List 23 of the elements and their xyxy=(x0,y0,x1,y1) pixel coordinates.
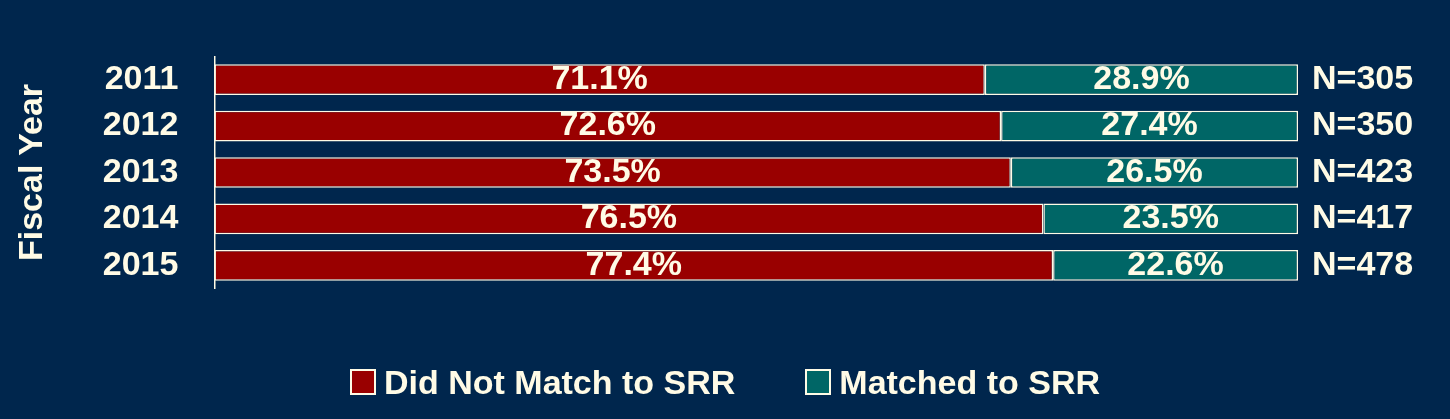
data-label: 26.5% xyxy=(1106,150,1203,189)
y-tick-label: 2014 xyxy=(102,197,179,236)
data-label: 72.6% xyxy=(559,104,656,143)
y-axis-title: Fiscal Year xyxy=(10,83,49,262)
text: N=417 xyxy=(1312,197,1414,236)
y-tick-label: 2012 xyxy=(102,104,179,143)
data-label: 76.5% xyxy=(580,197,678,236)
data-label: 23.5% xyxy=(1122,197,1219,236)
data-label: 22.6% xyxy=(1127,243,1224,282)
text: Did Not Match to SRR xyxy=(384,362,736,402)
text: N=478 xyxy=(1312,243,1414,282)
data-label: 27.4% xyxy=(1101,104,1198,143)
data-label: 28.9% xyxy=(1093,58,1190,96)
text: N=350 xyxy=(1312,104,1414,143)
text: N=423 xyxy=(1312,150,1414,189)
legend-label: Matched to SRR xyxy=(839,362,1100,402)
data-label: 77.4% xyxy=(585,243,682,282)
data-label: 71.1% xyxy=(551,58,648,96)
y-tick-label: 2011 xyxy=(104,58,179,96)
y-tick-label: 2013 xyxy=(102,150,179,189)
text: N=305 xyxy=(1312,58,1414,96)
y-tick-label: 2015 xyxy=(102,243,179,282)
data-label: 73.5% xyxy=(564,150,661,189)
